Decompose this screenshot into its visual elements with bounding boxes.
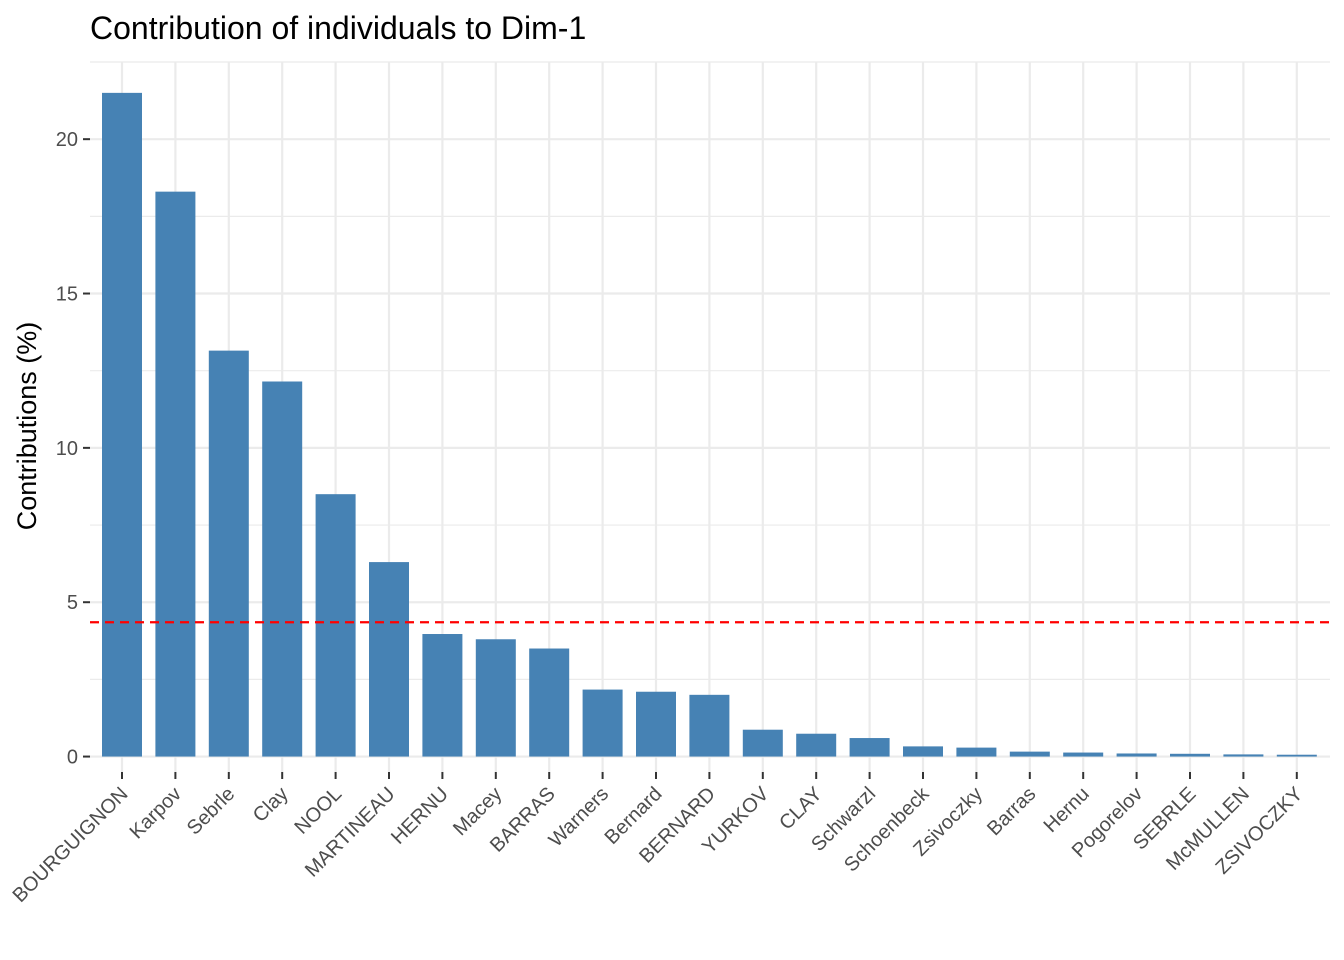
bar-martineau <box>369 562 409 757</box>
x-tick-label: Karpov <box>126 783 186 843</box>
y-tick-label: 0 <box>67 747 78 769</box>
bar-clay <box>796 733 837 757</box>
bar-karpov <box>155 191 196 757</box>
bar-bourguignon <box>102 92 142 757</box>
x-tick-label: BOURGUIGNON <box>9 783 133 907</box>
y-tick-label: 20 <box>56 129 78 151</box>
bar-warners <box>582 689 623 757</box>
bar-clay <box>262 381 303 757</box>
bar-nool <box>315 494 356 757</box>
y-tick-label: 5 <box>67 592 78 614</box>
bar-bernard <box>636 691 676 757</box>
y-tick-label: 10 <box>56 438 78 460</box>
y-tick-label: 15 <box>56 284 78 306</box>
x-tick-label: CLAY <box>775 783 826 834</box>
bar-sebrle <box>1170 753 1210 757</box>
bar-sebrle <box>208 350 249 757</box>
bar-hernu <box>1063 752 1104 757</box>
bar-mcmullen <box>1223 754 1264 757</box>
bar-schwarzl <box>849 738 890 757</box>
bar-macey <box>475 639 516 757</box>
bar-barras <box>1009 751 1050 757</box>
x-tick-label: Sebrle <box>183 783 239 839</box>
bar-zsivoczky <box>956 747 997 757</box>
bar-barras <box>529 648 570 757</box>
bar-yurkov <box>742 729 783 757</box>
y-axis-title: Contributions (%) <box>12 322 42 531</box>
x-tick-label: Barras <box>983 783 1040 840</box>
bar-schoenbeck <box>903 746 943 757</box>
bar-pogorelov <box>1116 753 1157 757</box>
y-axis: 0 5 10 15 20 <box>56 129 90 769</box>
bar-hernu <box>422 634 463 757</box>
bars <box>102 92 1317 757</box>
x-tick-label: Warners <box>545 783 613 851</box>
chart-title: Contribution of individuals to Dim-1 <box>90 10 587 46</box>
bar-zsivoczky <box>1276 754 1317 757</box>
x-tick-label: Clay <box>249 783 293 827</box>
bar-bernard <box>689 694 730 757</box>
x-tick-label: HERNU <box>387 783 453 849</box>
